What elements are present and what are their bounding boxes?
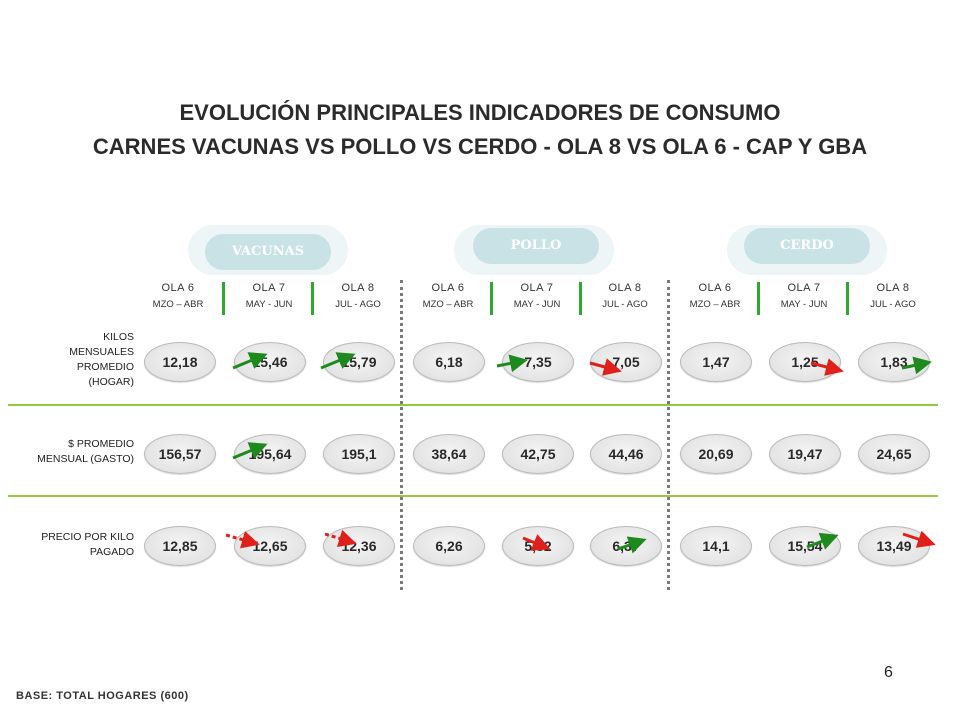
value-cell: 24,65 <box>858 434 930 474</box>
ola-label: OLA 6 <box>431 282 465 294</box>
trend-down-arrow <box>902 530 936 548</box>
value-cell: 14,1 <box>680 526 752 566</box>
value-cell: 15,54 <box>769 526 841 566</box>
row-label-precio: PRECIO POR KILO PAGADO <box>41 530 134 560</box>
period-label: MZO – ABR <box>689 299 741 310</box>
row-label-line: (HOGAR) <box>88 376 135 388</box>
header-separator <box>757 282 760 315</box>
ola-label: OLA 7 <box>787 282 821 294</box>
trend-up-arrow <box>901 356 932 375</box>
col-head-cerdo-ola8: OLA 8 JUL - AGO <box>848 282 938 310</box>
period-label: MZO – ABR <box>422 299 474 310</box>
row-label-line: $ PROMEDIO <box>68 438 134 450</box>
value-cell: 12,18 <box>144 342 216 382</box>
col-head-cerdo-ola6: OLA 6 MZO – ABR <box>670 282 760 310</box>
col-head-pollo-ola6: OLA 6 MZO – ABR <box>403 282 493 310</box>
period-label: MAY - JUN <box>780 299 828 310</box>
ola-label: OLA 6 <box>698 282 732 294</box>
col-head-cerdo-ola7: OLA 7 MAY - JUN <box>759 282 849 310</box>
value-cell: 44,46 <box>590 434 662 474</box>
value-cell: 6,18 <box>413 342 485 382</box>
ola-label: OLA 6 <box>161 282 195 294</box>
page-number: 6 <box>884 664 893 681</box>
period-label: JUL - AGO <box>870 299 916 310</box>
value-cell: 12,85 <box>144 526 216 566</box>
col-head-pollo-ola7: OLA 7 MAY - JUN <box>492 282 582 310</box>
category-pill-pollo: POLLO <box>473 228 599 264</box>
header-separator <box>490 282 493 315</box>
value-cell: 20,69 <box>680 434 752 474</box>
row-divider <box>8 495 938 497</box>
row-label-gasto: $ PROMEDIO MENSUAL (GASTO) <box>37 437 134 467</box>
trend-down-arrow <box>589 358 622 376</box>
trend-up-arrow <box>496 354 528 373</box>
trend-up-arrow <box>806 532 839 550</box>
value-cell: 156,57 <box>144 434 216 474</box>
title-line-1: EVOLUCIÓN PRINCIPALES INDICADORES DE CON… <box>179 100 781 125</box>
trend-up-arrow <box>232 352 268 370</box>
base-footnote: BASE: TOTAL HOGARES (600) <box>16 690 189 702</box>
period-label: MAY - JUN <box>245 299 293 310</box>
value-cell: 6,26 <box>413 526 485 566</box>
value-cell: 6,37 <box>590 526 662 566</box>
period-label: JUL - AGO <box>335 299 381 310</box>
header-separator <box>579 282 582 315</box>
trend-down-arrow <box>522 534 551 551</box>
header-separator <box>846 282 849 315</box>
col-head-vacunas-ola6: OLA 6 MZO – ABR <box>133 282 223 310</box>
trend-flat-down-arrow <box>225 531 260 549</box>
group-divider <box>400 280 403 590</box>
ola-label: OLA 7 <box>520 282 554 294</box>
row-label-line: PROMEDIO <box>76 361 134 373</box>
ola-label: OLA 8 <box>341 282 375 294</box>
col-head-vacunas-ola7: OLA 7 MAY - JUN <box>224 282 314 310</box>
value-cell: 38,64 <box>413 434 485 474</box>
value-cell: 19,47 <box>769 434 841 474</box>
trend-down-arrow <box>810 358 844 376</box>
ola-label: OLA 8 <box>608 282 642 294</box>
period-label: MAY - JUN <box>513 299 561 310</box>
title-line-2: CARNES VACUNAS VS POLLO VS CERDO - OLA 8… <box>92 134 868 159</box>
trend-up-arrow <box>320 352 356 370</box>
category-pill-cerdo: CERDO <box>744 228 870 264</box>
row-label-line: MENSUALES <box>69 346 134 358</box>
value-cell: 1,83 <box>858 342 930 382</box>
trend-flat-down-arrow <box>324 529 357 548</box>
period-label: MZO – ABR <box>152 299 204 310</box>
ola-label: OLA 7 <box>252 282 286 294</box>
period-label: JUL - AGO <box>602 299 648 310</box>
row-label-kilos: KILOS MENSUALES PROMEDIO (HOGAR) <box>69 330 134 390</box>
row-label-line: MENSUAL (GASTO) <box>37 453 134 465</box>
ola-label: OLA 8 <box>876 282 910 294</box>
header-separator <box>222 282 225 315</box>
row-label-line: KILOS <box>103 331 134 343</box>
trend-up-arrow <box>232 442 268 460</box>
value-cell: 12,36 <box>323 526 395 566</box>
value-cell: 195,1 <box>323 434 395 474</box>
group-divider <box>667 280 670 590</box>
trend-up-arrow <box>617 536 647 554</box>
row-label-line: PAGADO <box>89 546 134 558</box>
col-head-pollo-ola8: OLA 8 JUL - AGO <box>580 282 670 310</box>
row-label-line: PRECIO POR KILO <box>41 531 134 543</box>
value-cell: 42,75 <box>502 434 574 474</box>
value-cell: 1,47 <box>680 342 752 382</box>
category-pill-vacunas: VACUNAS <box>205 234 331 270</box>
row-divider <box>8 404 938 406</box>
col-head-vacunas-ola8: OLA 8 JUL - AGO <box>313 282 403 310</box>
header-separator <box>311 282 314 315</box>
